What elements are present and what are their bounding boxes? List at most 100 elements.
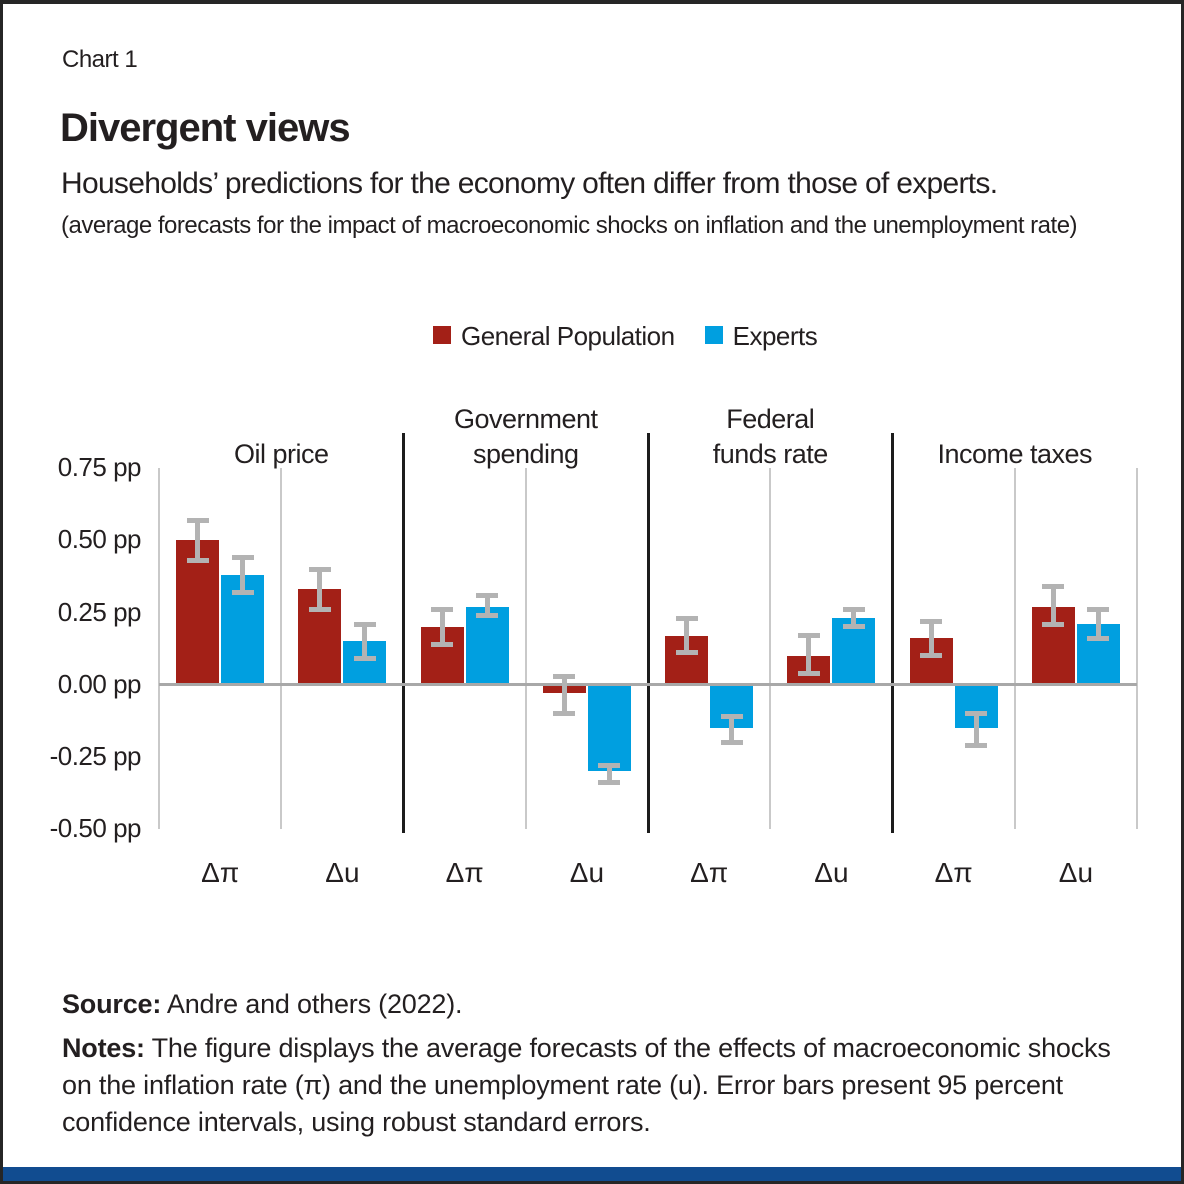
- error-bar-cap-bottom: [965, 742, 988, 748]
- error-bar-line: [362, 624, 368, 659]
- error-bar-cap-bottom: [920, 653, 943, 659]
- error-bar-cap-bottom: [1042, 621, 1065, 627]
- error-bar-cap-bottom: [553, 711, 576, 717]
- error-bar-cap-bottom: [308, 607, 331, 613]
- source-label: Source:: [62, 989, 162, 1019]
- bar-general-population: [176, 540, 220, 685]
- error-bar-line: [1095, 609, 1101, 639]
- zero-axis-line: [159, 683, 1137, 687]
- error-bar-line: [240, 557, 246, 593]
- error-bar-line: [561, 676, 567, 714]
- error-bar-cap-top: [553, 673, 576, 679]
- source-text: Andre and others (2022).: [161, 989, 463, 1019]
- error-bar-cap-bottom: [797, 670, 820, 676]
- error-bar-line: [806, 635, 812, 674]
- error-bar-line: [439, 609, 445, 645]
- x-category-label: Δu: [1058, 857, 1094, 888]
- source-line: Source: Andre and others (2022).: [62, 986, 1120, 1023]
- legend-label-experts: Experts: [732, 321, 818, 351]
- gridline: [524, 468, 527, 829]
- error-bar-cap-top: [965, 711, 988, 717]
- error-bar-cap-top: [431, 607, 454, 613]
- x-category-label: Δπ: [934, 857, 973, 888]
- gridline: [1013, 468, 1016, 829]
- error-bar-line: [195, 520, 201, 561]
- notes-label: Notes:: [62, 1033, 145, 1063]
- error-bar-cap-top: [675, 615, 698, 621]
- y-axis-tick-label: 0.50 pp: [57, 524, 142, 555]
- error-bar-cap-bottom: [431, 641, 454, 647]
- error-bar-cap-bottom: [720, 739, 743, 745]
- error-bar-cap-top: [186, 517, 209, 523]
- group-separator-line: [891, 433, 894, 833]
- error-bar-cap-top: [308, 566, 331, 572]
- gridline: [158, 468, 160, 829]
- chart-description: (average forecasts for the impact of mac…: [61, 212, 1078, 239]
- error-bar-line: [1050, 586, 1056, 625]
- error-bar-cap-top: [720, 713, 743, 719]
- chart-subtitle: Households’ predictions for the economy …: [61, 167, 998, 200]
- legend: General Population Experts: [433, 321, 818, 351]
- error-bar-line: [317, 569, 323, 610]
- error-bar-line: [851, 609, 857, 627]
- group-header: Oil price: [233, 439, 329, 469]
- y-axis-tick-label: 0.75 pp: [57, 452, 142, 483]
- legend-item-general-population: General Population: [433, 321, 675, 351]
- error-bar-cap-top: [1042, 584, 1065, 589]
- gridline: [280, 468, 283, 829]
- error-bar-cap-top: [353, 621, 376, 627]
- error-bar-cap-bottom: [598, 780, 621, 786]
- error-bar-cap-top: [231, 555, 254, 561]
- y-axis-tick-label: -0.25 pp: [49, 740, 142, 771]
- bottom-accent-bar: [3, 1167, 1181, 1181]
- x-category-label: Δu: [569, 857, 605, 888]
- error-bar-cap-bottom: [675, 650, 698, 656]
- legend-swatch-experts-icon: [704, 326, 723, 344]
- x-category-label: Δπ: [445, 857, 484, 888]
- error-bar-line: [484, 595, 490, 616]
- y-axis-tick-label: -0.50 pp: [49, 813, 142, 844]
- y-axis-tick-label: 0.00 pp: [57, 668, 142, 699]
- error-bar-line: [684, 618, 690, 653]
- error-bar-cap-top: [842, 607, 865, 613]
- error-bar-cap-bottom: [1087, 635, 1110, 641]
- legend-item-experts: Experts: [704, 321, 818, 351]
- error-bar-cap-top: [598, 763, 621, 769]
- footer-notes: Source: Andre and others (2022). Notes: …: [62, 986, 1120, 1141]
- x-category-label: Δπ: [690, 857, 729, 888]
- error-bar-cap-bottom: [842, 624, 865, 630]
- error-bar-line: [973, 713, 979, 746]
- group-header: Government spending: [453, 404, 598, 469]
- error-bar-cap-top: [1087, 607, 1110, 613]
- y-axis-tick-label: 0.25 pp: [57, 596, 142, 627]
- x-category-label: Δu: [325, 857, 360, 888]
- chart-number-label: Chart 1: [62, 46, 138, 73]
- error-bar-line: [928, 621, 934, 656]
- group-header: Federal funds rate: [712, 404, 829, 469]
- group-separator-line: [646, 433, 650, 833]
- legend-swatch-general-population-icon: [433, 326, 451, 344]
- error-bar-cap-bottom: [353, 656, 376, 662]
- gridline: [769, 468, 772, 829]
- error-bar-line: [729, 716, 735, 743]
- group-separator-line: [402, 433, 405, 833]
- page-title: Divergent views: [60, 106, 351, 150]
- error-bar-cap-bottom: [186, 558, 209, 564]
- x-category-label: Δπ: [201, 857, 240, 888]
- group-header: Income taxes: [937, 439, 1093, 469]
- notes-text: The figure displays the average forecast…: [62, 1033, 1111, 1137]
- bar-experts: [465, 606, 509, 685]
- gridline: [1136, 468, 1138, 829]
- error-bar-cap-top: [920, 618, 943, 624]
- error-bar-cap-bottom: [231, 589, 254, 595]
- error-bar-cap-top: [797, 633, 820, 639]
- error-bar-cap-top: [476, 592, 499, 598]
- bar-experts: [587, 684, 631, 772]
- error-bar-line: [606, 765, 612, 783]
- legend-label-general-population: General Population: [461, 321, 675, 351]
- x-category-label: Δu: [814, 857, 849, 888]
- notes-line: Notes: The figure displays the average f…: [62, 1030, 1120, 1141]
